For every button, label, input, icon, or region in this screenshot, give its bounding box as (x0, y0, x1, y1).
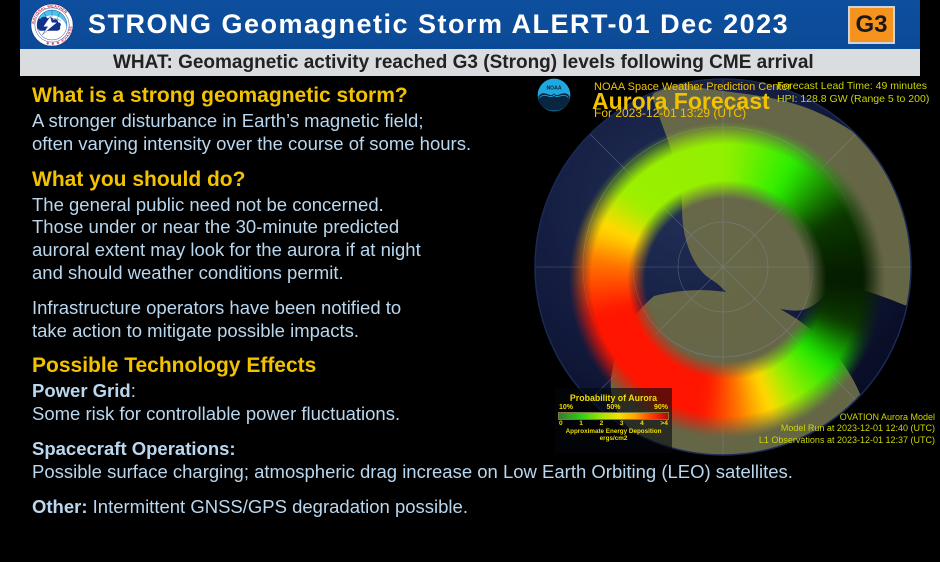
svg-text:NOAA: NOAA (547, 86, 562, 92)
